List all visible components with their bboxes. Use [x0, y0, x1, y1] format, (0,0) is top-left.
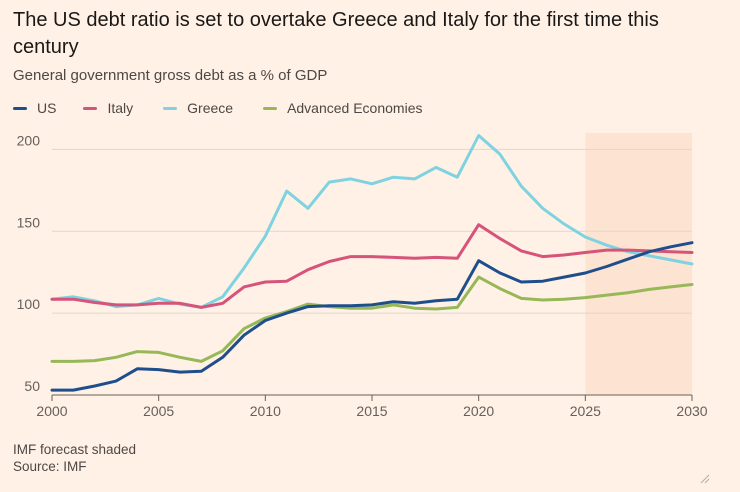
legend-swatch-italy — [83, 106, 98, 110]
series-line-advanced-economies — [50, 275, 694, 363]
forecast-note: IMF forecast shaded — [13, 442, 137, 457]
legend-item-greece: Greece — [163, 100, 233, 116]
y-tick-label: 50 — [24, 378, 40, 394]
source-note: Source: IMF — [13, 459, 87, 474]
legend-item-italy: Italy — [83, 100, 133, 116]
x-tick-label: 2010 — [250, 403, 281, 419]
forecast-shade — [585, 133, 692, 395]
line-chart: 50 100 150 200 2000 2005 2010 2015 2020 2025 2030 — [17, 132, 708, 419]
x-tick-label: 2005 — [143, 403, 174, 419]
chart-notes: IMF forecast shaded Source: IMF — [13, 441, 136, 475]
legend-item-us: US — [13, 100, 56, 116]
legend-swatch-greece — [163, 106, 178, 110]
legend-item-advanced-economies: Advanced Economies — [263, 100, 422, 116]
y-tick-label: 150 — [17, 214, 41, 230]
chart-subtitle: General government gross debt as a % of … — [13, 67, 328, 84]
legend-swatch-advanced-economies — [263, 106, 278, 110]
series-line-greece — [50, 134, 694, 309]
legend-label-us: US — [37, 100, 57, 116]
legend-label-advanced-economies: Advanced Economies — [287, 100, 423, 116]
x-tick-label: 2000 — [36, 403, 67, 419]
series-line-us — [50, 241, 694, 392]
resize-corner-icon — [700, 474, 710, 484]
y-tick-label: 200 — [17, 132, 41, 148]
chart-title: The US debt ratio is set to overtake Gre… — [13, 9, 659, 58]
chart-legend: US Italy Greece Advanced Economies — [13, 99, 449, 117]
x-tick-label: 2020 — [463, 403, 494, 419]
x-tick-label: 2025 — [570, 403, 601, 419]
x-tick-label: 2030 — [676, 403, 707, 419]
legend-label-italy: Italy — [107, 100, 134, 116]
legend-label-greece: Greece — [187, 100, 234, 116]
y-tick-label: 100 — [17, 296, 41, 312]
series-line-italy — [50, 223, 694, 309]
legend-swatch-us — [13, 106, 27, 110]
x-tick-label: 2015 — [356, 403, 387, 419]
